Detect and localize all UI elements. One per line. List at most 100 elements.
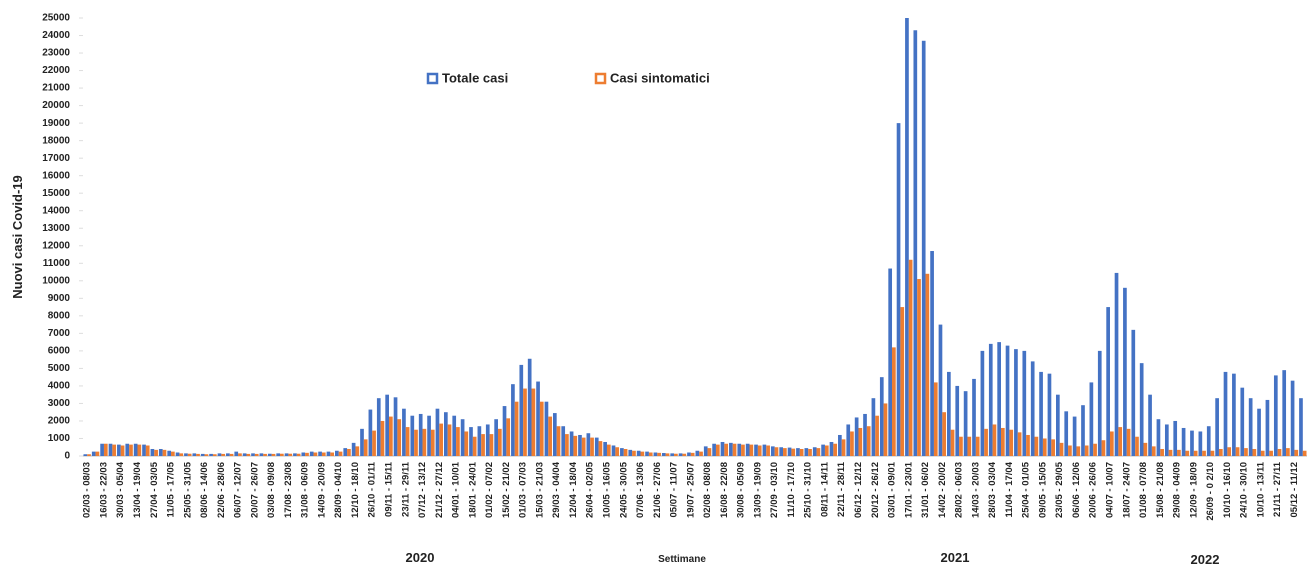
bar (665, 453, 670, 456)
x-tick-label: 01/08 - 07/08 (1138, 462, 1149, 518)
bar (1227, 447, 1232, 456)
y-tick-label: 18000 (42, 135, 70, 146)
bar (933, 382, 938, 456)
bar (783, 448, 787, 456)
bar (175, 452, 180, 456)
bar (288, 453, 293, 456)
y-tick-label: 15000 (42, 188, 70, 199)
bar (640, 451, 645, 456)
x-tick-label: 20/06 - 26/06 (1088, 462, 1099, 518)
bar (774, 447, 779, 456)
bar (1047, 373, 1052, 456)
x-tick-label: 23/11 - 29/11 (400, 461, 411, 517)
x-tick-label: 16/08 - 22/08 (719, 462, 730, 518)
bar (925, 273, 930, 456)
bar (1151, 446, 1156, 456)
bar (418, 413, 423, 456)
bar (435, 408, 440, 456)
x-tick-label: 13/09 - 19/09 (752, 462, 763, 518)
x-tick-label: 25/04 - 01/05 (1021, 461, 1032, 518)
bar (485, 424, 490, 456)
x-tick-label: 04/01 - 10/01 (451, 461, 462, 518)
x-tick-label: 27/09 - 03/10 (769, 462, 780, 518)
y-tick-label: 6000 (48, 346, 71, 357)
bar (469, 427, 473, 456)
bar (1148, 394, 1152, 456)
bar (1126, 428, 1131, 456)
y-tick-label: 12000 (42, 240, 70, 251)
bar (975, 436, 980, 456)
x-tick-label: 18/01 - 24/01 (467, 461, 478, 518)
x-tick-label: 15/02 - 21/02 (501, 462, 512, 518)
bar (1156, 419, 1161, 456)
bar (779, 447, 784, 456)
bar (355, 446, 360, 456)
x-tick-label: 08/06 - 14/06 (199, 462, 210, 518)
bar (997, 342, 1001, 456)
bar (1215, 398, 1219, 456)
bar (1017, 432, 1022, 456)
x-tick-label: 25/05 - 31/05 (182, 461, 193, 518)
bar (796, 448, 800, 456)
bar (363, 439, 368, 456)
bar (204, 454, 209, 456)
x-tick-label: 15/03 - 21/03 (534, 462, 545, 518)
bar (481, 434, 485, 456)
bar (586, 433, 591, 456)
x-tick-label: 16/03 - 22/03 (98, 462, 109, 518)
bar (715, 444, 720, 456)
x-tick-label: 30/03 - 05/04 (115, 461, 126, 518)
bar (351, 442, 356, 456)
bar (301, 452, 306, 456)
bar (150, 448, 155, 456)
y-tick-label: 4000 (48, 381, 71, 392)
bar (305, 452, 309, 456)
x-tick-label: 28/09 - 04/10 (333, 462, 344, 518)
bar (338, 451, 343, 456)
bar (162, 449, 167, 456)
bar (804, 448, 809, 456)
bar (1190, 430, 1194, 456)
bar (942, 412, 947, 456)
bar (611, 445, 616, 456)
x-tick-label: 28/03 - 03/04 (987, 461, 998, 518)
bar (573, 435, 578, 456)
bar (988, 343, 993, 456)
bar (296, 453, 301, 456)
bar (653, 452, 658, 456)
bar (1093, 443, 1097, 456)
x-tick-label: 14/02 - 20/02 (937, 462, 948, 518)
x-tick-label: 25/10 - 31/10 (803, 462, 814, 518)
bar (1109, 431, 1114, 456)
bar (117, 444, 121, 456)
bar (682, 453, 687, 456)
bar (1290, 380, 1295, 456)
y-tick-label: 23000 (42, 48, 70, 59)
bar (930, 251, 934, 456)
x-tick-label: 26/09 - 0 2/10 (1205, 462, 1216, 521)
x-tick-label: 14/09 - 20/09 (316, 462, 327, 518)
x-tick-label: 04/07 - 10/07 (1105, 462, 1116, 518)
x-tick-label: 12/04 - 18/04 (568, 461, 579, 518)
legend-label: Casi sintomatici (610, 70, 710, 85)
bar (556, 426, 561, 456)
bar (137, 444, 142, 456)
bar (544, 401, 549, 456)
x-tick-label: 02/03 - 08/03 (82, 462, 93, 518)
bar (661, 453, 666, 456)
bar (87, 454, 91, 456)
bar (192, 453, 197, 456)
bar (452, 415, 457, 456)
bar (212, 454, 217, 456)
bar (1106, 307, 1110, 456)
bar (879, 377, 884, 456)
y-tick-label: 21000 (42, 83, 70, 94)
bar (1005, 345, 1010, 456)
bar (1299, 398, 1303, 456)
bar (1089, 382, 1094, 456)
bar (791, 448, 796, 456)
bar (497, 428, 502, 456)
bar (1185, 450, 1190, 456)
bar (892, 347, 896, 456)
x-tick-label: 11/04 - 17/04 (1004, 461, 1015, 517)
